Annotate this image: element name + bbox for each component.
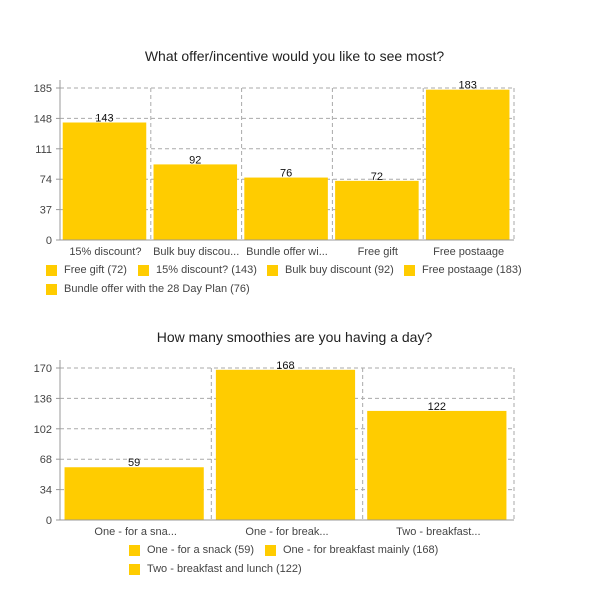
bar	[153, 164, 238, 240]
legend-swatch	[404, 264, 415, 276]
x-tick-label: One - for a sna...	[94, 526, 177, 538]
legend-label: Bulk buy discount (92)	[285, 264, 394, 276]
y-tick-label: 102	[34, 424, 52, 436]
x-tick-label: Bulk buy discou...	[153, 246, 239, 258]
legend-item: 15% discount? (143)	[138, 264, 257, 276]
legend-label: Free gift (72)	[64, 264, 127, 276]
data-label: 76	[280, 168, 292, 180]
bar	[244, 177, 328, 240]
bar	[367, 410, 507, 520]
bar	[215, 369, 356, 520]
data-label: 92	[189, 154, 201, 166]
data-label: 72	[371, 171, 383, 183]
legend-swatch	[138, 264, 149, 276]
y-tick-label: 185	[34, 83, 52, 95]
legend-item: Bundle offer with the 28 Day Plan (76)	[46, 283, 250, 295]
legend-label: One - for a snack (59)	[147, 544, 254, 556]
data-label: 143	[95, 113, 113, 125]
y-tick-label: 170	[34, 363, 52, 375]
y-tick-label: 0	[46, 515, 52, 527]
legend-item: One - for a snack (59)	[129, 544, 254, 556]
x-tick-label: Two - breakfast...	[396, 526, 480, 538]
bar	[425, 89, 510, 240]
legend-label: 15% discount? (143)	[156, 264, 257, 276]
legend-item: Two - breakfast and lunch (122)	[129, 563, 302, 575]
y-tick-label: 111	[35, 144, 52, 156]
data-label: 168	[276, 360, 294, 372]
bar	[62, 122, 147, 240]
legend-item: One - for breakfast mainly (168)	[265, 544, 438, 556]
legend-label: One - for breakfast mainly (168)	[283, 544, 439, 556]
y-tick-label: 37	[40, 205, 52, 217]
chart1-title: What offer/incentive would you like to s…	[144, 48, 445, 64]
legend-swatch	[46, 283, 57, 295]
y-tick-label: 68	[40, 454, 52, 466]
y-tick-label: 148	[34, 113, 52, 125]
legend-label: Free postaage (183)	[422, 264, 522, 276]
y-tick-label: 0	[46, 235, 52, 247]
y-tick-label: 136	[34, 393, 52, 405]
y-tick-label: 74	[40, 174, 52, 186]
bar	[64, 467, 204, 520]
data-label: 183	[459, 80, 477, 92]
data-label: 122	[428, 401, 446, 413]
legend-label: Two - breakfast and lunch (122)	[147, 563, 302, 575]
bar	[335, 180, 419, 240]
legend-swatch	[129, 544, 140, 556]
chart2-title: How many smoothies are you having a day?	[156, 329, 433, 345]
x-tick-label: One - for break...	[245, 526, 328, 538]
chart2-plot: 0 34 68 102 136 170 59 One - for a sna... 168 One…	[34, 360, 515, 538]
y-tick-label: 34	[40, 485, 52, 497]
legend-swatch	[129, 563, 140, 575]
legend-swatch	[267, 264, 278, 276]
x-tick-label: 15% discount?	[69, 246, 141, 258]
data-label: 59	[128, 457, 140, 469]
x-tick-label: Bundle offer wi...	[246, 246, 328, 258]
legend-swatch	[265, 544, 276, 556]
x-tick-label: Free postaage	[433, 246, 504, 258]
x-tick-label: Free gift	[358, 246, 398, 258]
chart1-plot: 0 37 74 111 148 185 143 15% discount? 92 Bulk buy…	[34, 80, 515, 258]
legend-label: Bundle offer with the 28 Day Plan (76)	[64, 283, 250, 295]
legend-item: Free gift (72)	[46, 264, 127, 276]
legend-swatch	[46, 264, 57, 276]
legend-item: Free postaage (183)	[404, 264, 522, 276]
legend-item: Bulk buy discount (92)	[267, 264, 394, 276]
